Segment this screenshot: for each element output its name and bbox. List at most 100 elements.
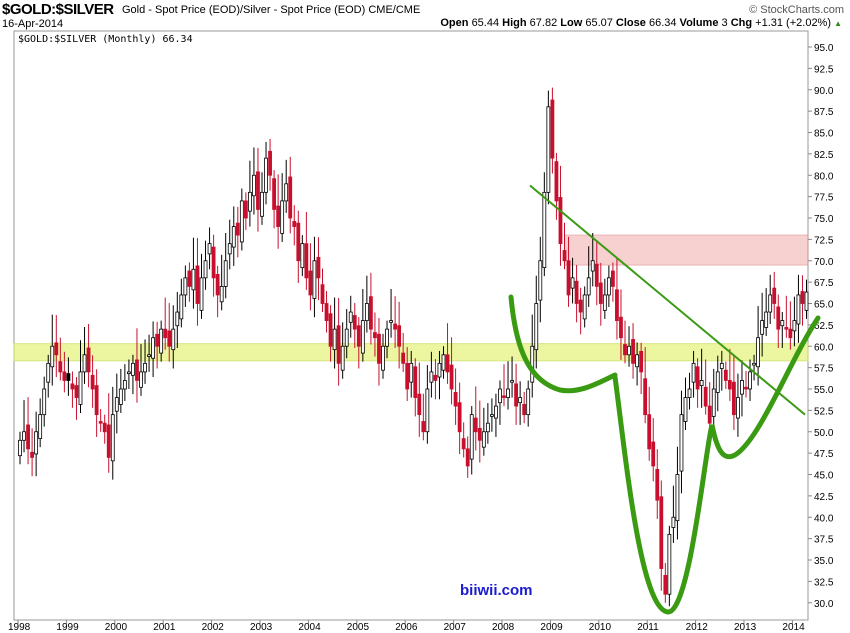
x-tick-label: 2008	[492, 622, 515, 633]
candle-body	[26, 424, 30, 450]
y-tick-label: 85.0	[814, 129, 834, 140]
candle-body	[445, 354, 450, 373]
candle-body	[534, 303, 539, 351]
candle-body	[235, 222, 240, 236]
candle-body	[256, 171, 260, 210]
chg-label: Chg	[730, 17, 753, 29]
x-tick-label: 1998	[8, 622, 31, 633]
candle-body	[86, 347, 91, 373]
candle-body	[272, 178, 277, 210]
resistance-band	[564, 234, 809, 266]
cup-handle-curve	[612, 315, 821, 615]
candle-body	[619, 316, 623, 339]
candle-body	[280, 200, 285, 234]
candle-body	[457, 402, 462, 433]
candle-body	[74, 385, 79, 398]
candle-body	[494, 405, 498, 419]
candle-body	[139, 371, 143, 388]
series-legend: $GOLD:$SILVER (Monthly) 66.34	[18, 34, 193, 45]
candle-body	[800, 291, 805, 304]
candle-body	[175, 311, 180, 327]
candle-body	[639, 350, 644, 373]
candle-body	[711, 388, 716, 417]
candle-body	[320, 284, 325, 304]
candle-body	[50, 345, 55, 368]
candle-body	[82, 354, 87, 373]
candle-body	[260, 191, 264, 217]
y-tick-label: 87.5	[814, 107, 834, 118]
volume-label: Volume	[679, 17, 719, 29]
candle-body	[570, 277, 575, 289]
candle-body	[409, 362, 414, 383]
candle-body	[30, 451, 35, 458]
x-tick-label: 2006	[395, 622, 418, 633]
candle-body	[187, 270, 192, 287]
candle-body	[340, 345, 345, 371]
candle-body	[159, 328, 164, 354]
y-tick-label: 35.0	[814, 556, 834, 567]
candle-body	[510, 380, 514, 383]
x-tick-label: 2011	[637, 622, 659, 633]
candle-body	[752, 362, 756, 366]
y-tick-label: 95.0	[814, 43, 834, 54]
candle-body	[219, 285, 224, 303]
candle-body	[522, 403, 527, 416]
candle-body	[70, 383, 75, 390]
candle-body	[243, 200, 248, 219]
candle-body	[594, 263, 599, 287]
candle-body	[469, 414, 474, 460]
candle-body	[736, 397, 740, 419]
candle-body	[473, 417, 478, 433]
candle-body	[780, 320, 785, 327]
candle-body	[348, 311, 353, 323]
y-tick-label: 72.5	[814, 235, 834, 246]
candle-body	[611, 270, 615, 287]
candle-body	[461, 438, 466, 450]
candle-body	[38, 414, 43, 439]
candle-body	[546, 106, 551, 193]
candle-body	[707, 405, 712, 424]
candle-body	[264, 157, 268, 193]
x-tick-label: 2013	[734, 622, 757, 633]
candle-body	[586, 277, 591, 296]
candle-body	[647, 414, 652, 450]
candle-body	[804, 291, 809, 311]
x-tick-label: 2004	[298, 622, 321, 633]
candle-body	[401, 352, 406, 364]
candle-body	[78, 371, 83, 405]
candle-body	[449, 364, 454, 390]
candle-body	[554, 161, 559, 202]
candle-body	[562, 250, 567, 262]
candle-body	[719, 362, 724, 369]
candle-body	[373, 332, 377, 339]
candle-body	[195, 265, 200, 304]
legend-text: $GOLD:$SILVER (Monthly) 66.34	[18, 34, 193, 45]
candle-body	[623, 344, 627, 356]
source-credit[interactable]: © StockCharts.com	[749, 4, 844, 16]
candle-body	[413, 366, 418, 398]
x-tick-label: 2014	[782, 622, 805, 633]
candle-body	[727, 380, 732, 390]
y-tick-label: 50.0	[814, 428, 834, 439]
candle-body	[247, 191, 252, 212]
candle-body	[530, 345, 535, 383]
low-value: 65.07	[585, 17, 613, 29]
plot-frame	[13, 30, 809, 621]
candle-body	[122, 380, 127, 390]
candle-body	[502, 395, 506, 398]
candle-body	[288, 176, 293, 219]
y-tick-label: 62.5	[814, 321, 834, 332]
y-tick-label: 47.5	[814, 449, 834, 460]
x-tick-label: 2007	[444, 622, 467, 633]
x-tick-label: 2000	[105, 622, 128, 633]
candle-body	[389, 320, 393, 323]
close-label: Close	[615, 17, 646, 29]
low-label: Low	[560, 17, 583, 29]
cup-left-curve	[508, 294, 618, 394]
x-tick-label: 1999	[56, 622, 79, 633]
candle-body	[715, 371, 720, 393]
candle-body	[179, 294, 184, 320]
candle-body	[498, 388, 502, 404]
candle-body	[542, 191, 547, 268]
